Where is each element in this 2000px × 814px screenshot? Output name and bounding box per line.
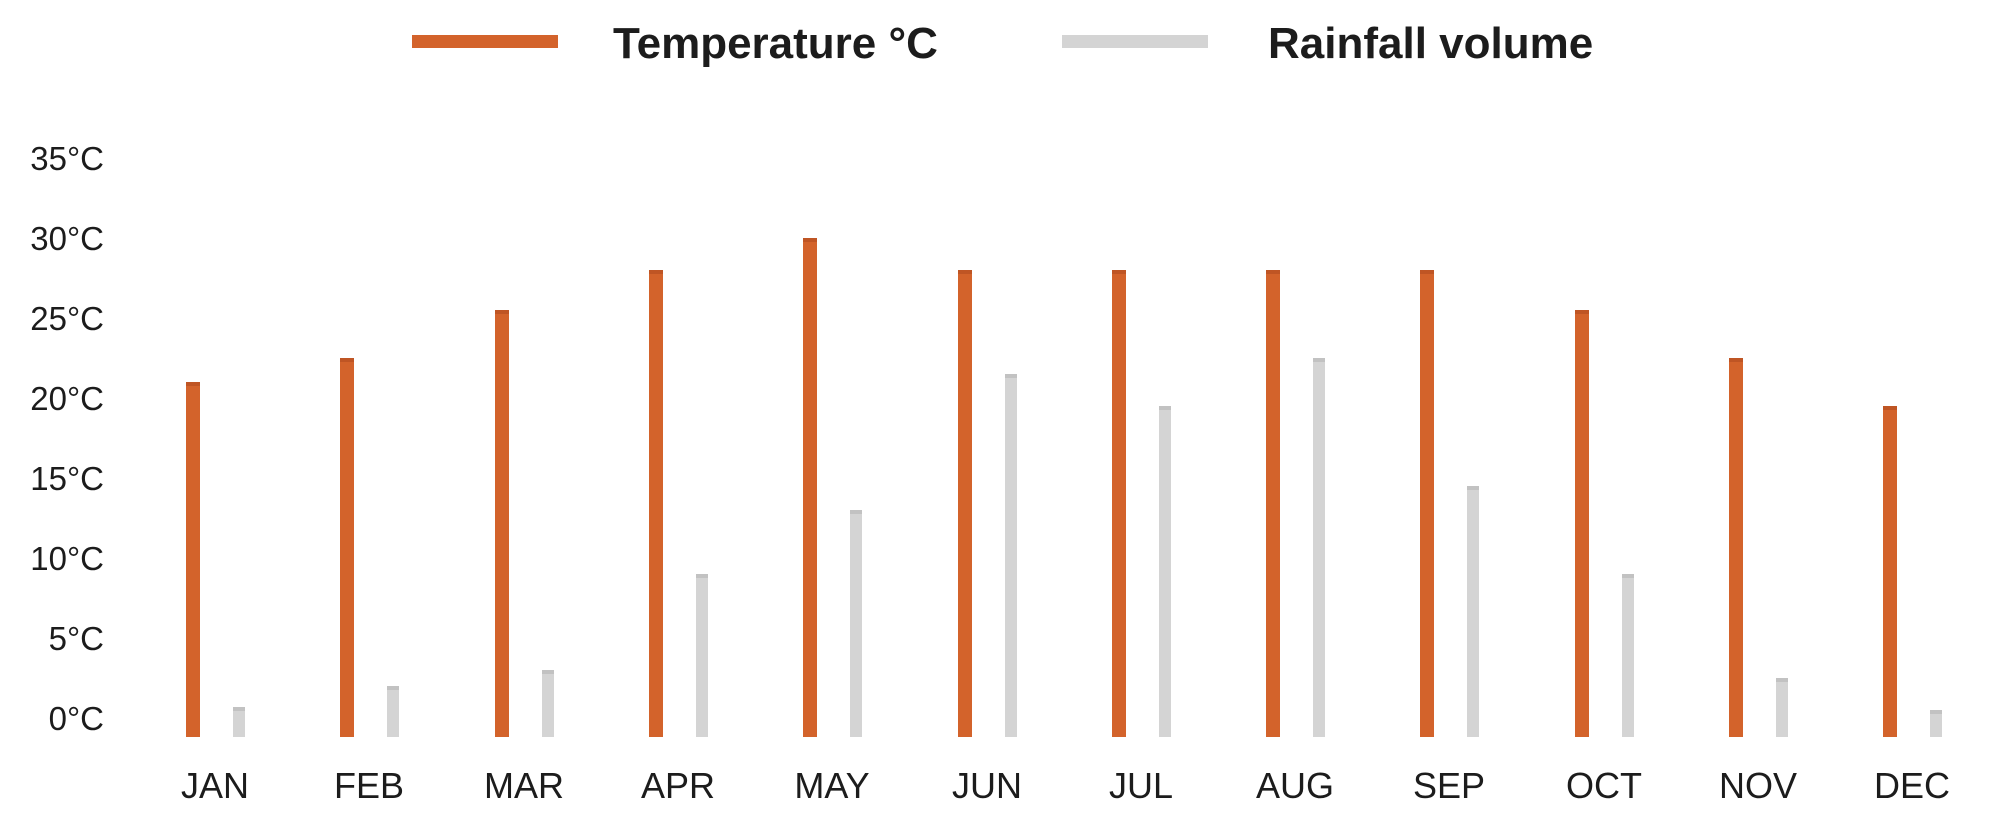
month-label-jul: JUL — [1108, 765, 1174, 806]
month-label-oct: OCT — [1566, 765, 1642, 806]
month-label-jun: JUN — [952, 765, 1022, 806]
rainfall-bar-jun — [1005, 374, 1017, 737]
month-label-feb: FEB — [333, 765, 404, 806]
rainfall-bar-may — [850, 510, 862, 737]
y-tick-label-30C: 30°C — [30, 220, 104, 257]
month-label-dec: DEC — [1873, 765, 1950, 806]
temperature-bar-apr — [649, 270, 663, 737]
rainfall-bar-aug — [1313, 358, 1325, 737]
rainfall-bar-nov — [1776, 678, 1788, 737]
rainfall-bar-sep — [1467, 486, 1479, 737]
rainfall-bar-oct — [1622, 574, 1634, 737]
temperature-bar-may — [803, 238, 817, 737]
rainfall-bar-dec — [1930, 710, 1942, 737]
rainfall-bar-mar — [542, 670, 554, 737]
month-label-jan: JAN — [180, 765, 249, 806]
y-tick-label-15C: 15°C — [30, 460, 104, 497]
rainfall-bar-feb — [387, 686, 399, 737]
month-label-apr: APR — [640, 765, 716, 806]
rainfall-bar-apr — [696, 574, 708, 737]
temperature-legend-label: Temperature °C — [613, 19, 938, 68]
month-label-may: MAY — [794, 765, 870, 806]
temperature-bar-dec — [1883, 406, 1897, 737]
rainfall-bar-jan — [233, 707, 245, 737]
y-tick-label-25C: 25°C — [30, 300, 104, 337]
rainfall-legend-swatch — [1062, 35, 1208, 48]
month-label-aug: AUG — [1255, 765, 1334, 806]
month-label-sep: SEP — [1412, 765, 1486, 806]
rainfall-bar-jul — [1159, 406, 1171, 737]
temperature-bar-mar — [495, 310, 509, 737]
month-label-nov: NOV — [1718, 765, 1797, 806]
temperature-bar-sep — [1420, 270, 1434, 737]
y-tick-label-20C: 20°C — [30, 380, 104, 417]
temperature-bar-jul — [1112, 270, 1126, 737]
y-tick-label-0C: 0°C — [48, 700, 104, 737]
month-label-mar: MAR — [484, 765, 564, 806]
temperature-bar-jan — [186, 382, 200, 737]
temperature-legend-swatch — [412, 35, 558, 48]
y-tick-label-5C: 5°C — [48, 620, 104, 657]
rainfall-legend-label: Rainfall volume — [1268, 19, 1594, 68]
temperature-bar-aug — [1266, 270, 1280, 737]
temperature-bar-nov — [1729, 358, 1743, 737]
temperature-bar-oct — [1575, 310, 1589, 737]
temperature-bar-jun — [958, 270, 972, 737]
y-tick-label-10C: 10°C — [30, 540, 104, 577]
y-tick-label-35C: 35°C — [30, 140, 104, 177]
temperature-bar-feb — [340, 358, 354, 737]
